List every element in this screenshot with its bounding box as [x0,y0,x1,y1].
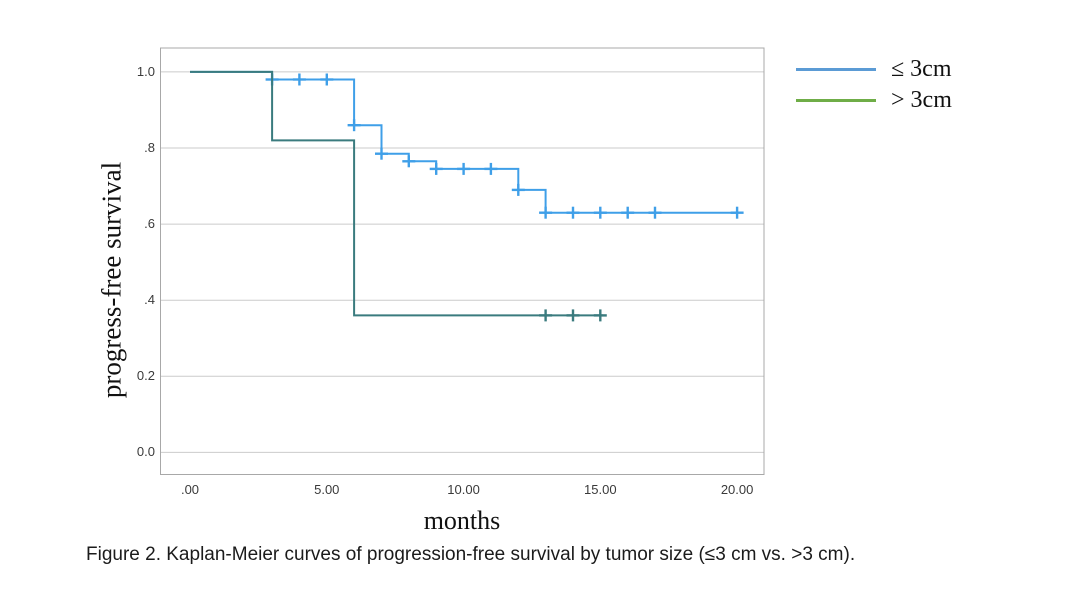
y-tick-label: .6 [144,216,155,232]
km-chart: 1.0 .8 .6 .4 0.2 0.0 .00 5.00 10.00 15.00 20.00 p… [96,47,952,535]
y-tick-label: 0.2 [136,368,155,384]
figure-caption: Figure 2. Kaplan-Meier curves of progres… [86,544,856,565]
y-tick-label: .4 [144,292,155,308]
legend-item: > 3cm [796,85,952,116]
plot-frame [160,47,765,475]
legend-label: > 3cm [891,87,952,113]
x-tick-label: .00 [180,482,200,497]
legend-item: ≤ 3cm [796,54,952,85]
y-tick-label: 1.0 [136,63,155,79]
y-tick-label: .8 [144,140,155,155]
km-curve-1 [190,70,604,317]
x-tick-label: 5.00 [314,482,340,497]
chart-legend: ≤ 3cm > 3cm [796,54,952,116]
x-axis-title: months [423,506,501,535]
plot-area [160,47,765,475]
x-tick-label: 20.00 [720,482,754,497]
x-tick-label: 15.00 [584,482,617,497]
x-tick-label: 10.00 [447,482,480,497]
legend-swatch [796,68,876,71]
legend-swatch [796,99,876,102]
y-tick-label: 0.0 [136,444,155,460]
y-axis-title: progress-free survival [96,161,127,399]
legend-label: ≤ 3cm [891,56,952,82]
